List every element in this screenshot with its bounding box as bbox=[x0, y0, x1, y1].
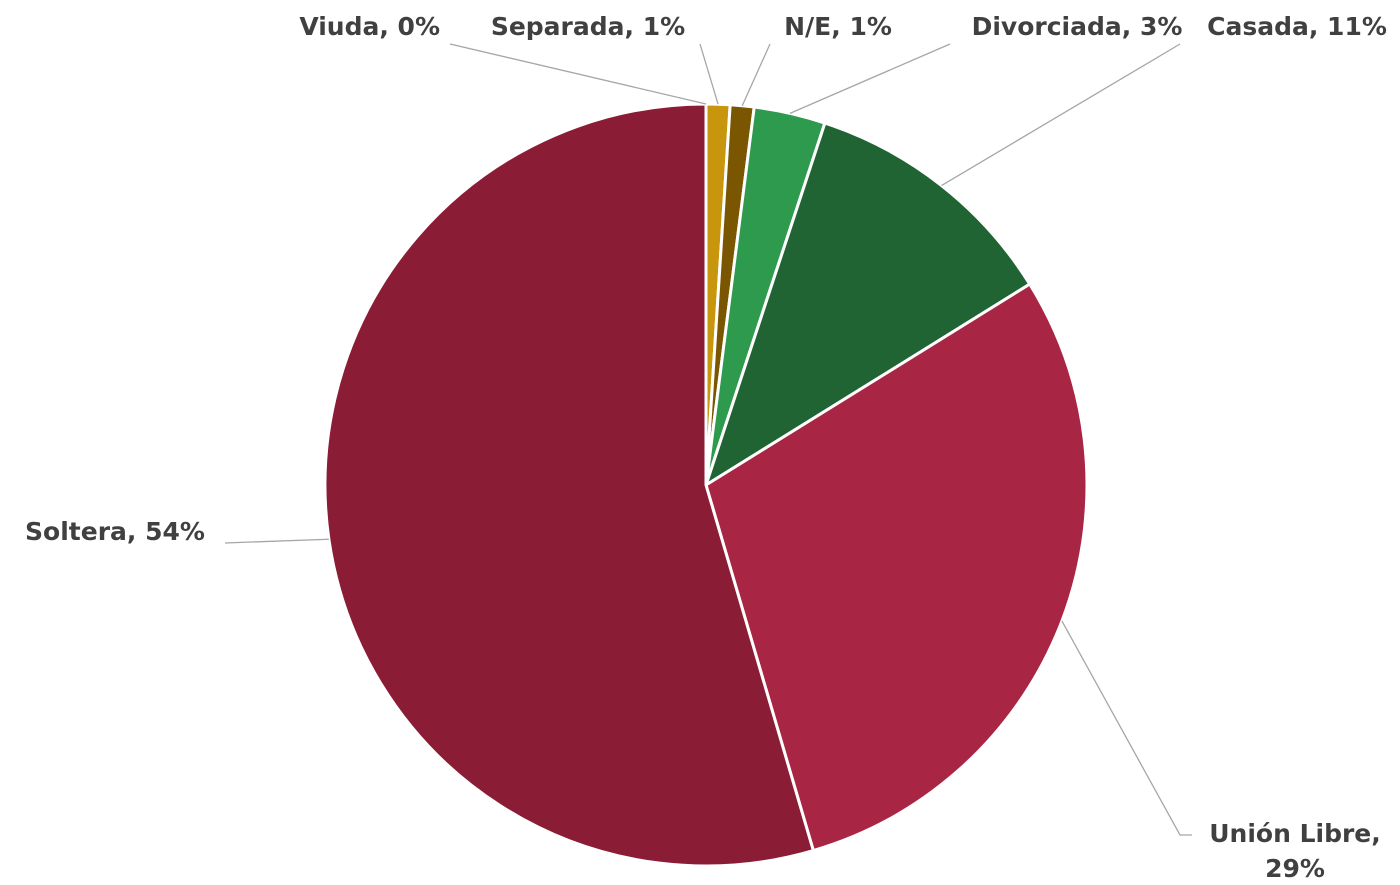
leader-line bbox=[224, 538, 329, 544]
data-label: Soltera, 54% bbox=[25, 517, 205, 546]
leader-line bbox=[1061, 620, 1192, 836]
leader-line bbox=[941, 43, 1181, 187]
leader-line bbox=[741, 43, 771, 106]
data-label: N/E, 1% bbox=[784, 12, 892, 41]
data-label: Divorciada, 3% bbox=[972, 12, 1183, 41]
pie-slice bbox=[703, 121, 1032, 489]
label-line: Unión Libre, bbox=[1209, 819, 1381, 848]
data-label: Viuda, 0% bbox=[299, 12, 440, 41]
data-label: Separada, 1% bbox=[491, 12, 685, 41]
pie-slice bbox=[323, 102, 816, 868]
label-line: 29% bbox=[1265, 854, 1325, 883]
leader-line bbox=[789, 43, 951, 114]
leader-line bbox=[699, 43, 719, 105]
data-label: Casada, 11% bbox=[1207, 12, 1387, 41]
leader-line bbox=[449, 43, 707, 105]
data-label: Unión Libre, 29% bbox=[1209, 819, 1381, 883]
